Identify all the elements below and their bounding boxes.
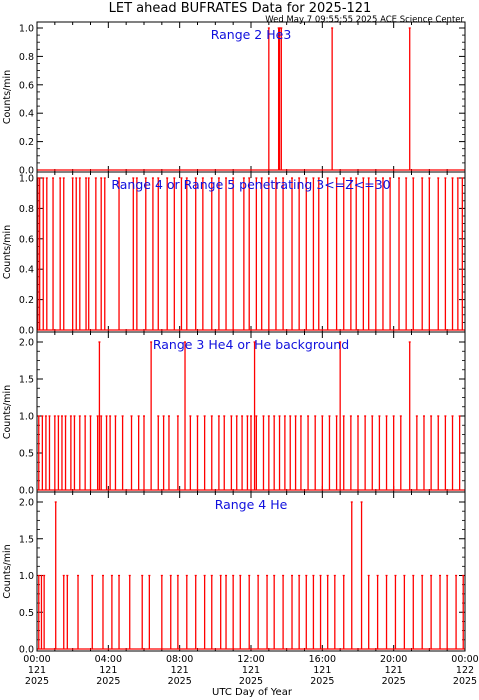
y-tick-label: 0.5 [19, 608, 34, 619]
x-tick-day: 121 [242, 665, 260, 676]
y-tick-label: 2.0 [19, 338, 34, 349]
x-tick-day: 121 [385, 665, 403, 676]
x-axis: 00:00121202504:00121202508:00121202512:0… [23, 654, 478, 687]
x-tick-time: 00:00 [451, 654, 478, 665]
x-tick-time: 04:00 [95, 654, 122, 665]
panel-3: 0.0 0.5 1.0 1.5 2.0 Counts/min Range 3 He4 or … [2, 331, 466, 497]
y-tick-label: 0.0 [19, 645, 34, 656]
x-tick-year: 2025 [96, 676, 120, 687]
x-tick-time: 20:00 [380, 654, 407, 665]
y-tick-label: 1.0 [19, 571, 34, 582]
x-tick-year: 2025 [310, 676, 334, 687]
y-tick-label: 2.0 [19, 498, 34, 509]
x-tick-year: 2025 [382, 676, 406, 687]
panel-title: Range 2 He3 [211, 27, 292, 42]
panel-title: Range 4 or Range 5 penetrating 3<=Z<=30 [111, 177, 390, 192]
panel-title: Range 4 He [215, 497, 288, 512]
x-axis-label: UTC Day of Year [212, 687, 293, 698]
x-tick-day: 122 [456, 665, 474, 676]
panel-4: 0.0 0.5 1.0 1.5 2.0 Counts/min Range 4 He [2, 491, 466, 656]
y-axis-label: Counts/min [2, 544, 13, 598]
panel-frame [36, 21, 466, 173]
x-tick-year: 2025 [453, 676, 477, 687]
y-tick-label: 0.8 [19, 204, 34, 215]
y-tick-label: 0.2 [19, 295, 34, 306]
x-tick-year: 2025 [239, 676, 263, 687]
y-tick-label: 0.2 [19, 137, 34, 148]
panel-frame [36, 491, 466, 652]
x-tick-time: 08:00 [166, 654, 193, 665]
y-axis-label: Counts/min [2, 225, 13, 279]
y-tick-label: 1.5 [19, 534, 34, 545]
x-tick-time: 00:00 [23, 654, 50, 665]
y-tick-label: 0.4 [19, 109, 34, 120]
y-tick-label: 0.4 [19, 265, 34, 276]
x-tick-day: 121 [313, 665, 331, 676]
x-tick-time: 16:00 [309, 654, 336, 665]
x-tick-year: 2025 [25, 676, 49, 687]
y-tick-label: 1.0 [19, 24, 34, 35]
y-tick-label: 1.0 [19, 174, 34, 185]
panel-1: 0.0 0.2 0.4 0.6 0.8 1.0 Counts/min Range 2 He3 [2, 21, 466, 177]
x-tick-day: 121 [171, 665, 189, 676]
y-tick-label: 0.0 [19, 486, 34, 497]
y-axis-label: Counts/min [2, 385, 13, 439]
x-tick-day: 121 [99, 665, 117, 676]
y-tick-label: 0.0 [19, 326, 34, 337]
y-tick-label: 0.5 [19, 449, 34, 460]
y-tick-label: 0.6 [19, 234, 34, 245]
y-tick-label: 0.6 [19, 80, 34, 91]
timestamp-label: Wed May 7 09:55:55 2025 ACE Science Cent… [265, 15, 464, 25]
y-axis-label: Counts/min [2, 70, 13, 124]
y-tick-label: 1.0 [19, 412, 34, 423]
panel-2: 0.0 0.2 0.4 0.6 0.8 1.0 Counts/min Range 4 or R… [2, 171, 466, 337]
y-tick-label: 1.5 [19, 375, 34, 386]
figure-title: LET ahead BUFRATES Data for 2025-121 [109, 1, 372, 16]
x-tick-year: 2025 [168, 676, 192, 687]
x-tick-time: 12:00 [237, 654, 264, 665]
panel-title: Range 3 He4 or He background [153, 337, 349, 352]
y-tick-label: 0.0 [19, 166, 34, 177]
y-tick-label: 0.8 [19, 52, 34, 63]
x-tick-day: 121 [28, 665, 46, 676]
